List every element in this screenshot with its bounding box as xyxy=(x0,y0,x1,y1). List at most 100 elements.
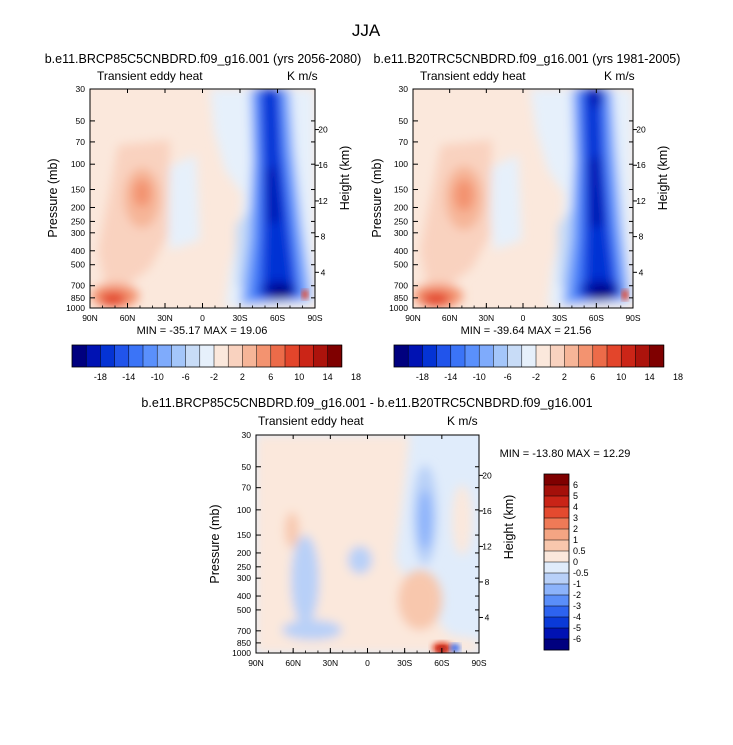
y-tick-label: 850 xyxy=(71,293,85,303)
colorbar-swatch xyxy=(86,345,101,367)
y-tick-label: 850 xyxy=(394,293,408,303)
colorbar-label: 10 xyxy=(294,372,304,382)
colorbar-swatch xyxy=(544,628,569,640)
colorbar-label: -10 xyxy=(473,372,486,382)
colorbar-swatch xyxy=(544,617,569,629)
x-tick-label: 0 xyxy=(521,313,526,323)
height-tick-label: 8 xyxy=(321,232,326,242)
colorbar-label: -6 xyxy=(573,634,581,644)
y-tick-label: 50 xyxy=(399,116,409,126)
x-tick-label: 90S xyxy=(625,313,640,323)
panel-2-ylabel-right: Height (km) xyxy=(656,146,670,211)
colorbar-swatch xyxy=(270,345,286,367)
x-tick-label: 30S xyxy=(397,658,412,668)
colorbar-swatch xyxy=(544,584,569,596)
colorbar-label: -0.5 xyxy=(573,568,589,578)
x-tick-label: 60N xyxy=(285,658,301,668)
colorbar-label: -6 xyxy=(182,372,190,382)
colorbar-swatch xyxy=(436,345,452,367)
figure-title: JJA xyxy=(352,21,381,40)
colorbar-label: 2 xyxy=(573,524,578,534)
colorbar-swatch xyxy=(621,345,636,367)
colorbar-swatch xyxy=(465,345,480,367)
colorbar-label: -10 xyxy=(151,372,164,382)
height-tick-label: 4 xyxy=(639,267,644,277)
colorbar-swatch xyxy=(185,345,201,367)
height-tick-label: 4 xyxy=(485,612,490,622)
panel-1-field xyxy=(90,89,315,308)
x-tick-label: 30S xyxy=(232,313,247,323)
y-tick-label: 70 xyxy=(242,483,252,493)
colorbar-swatch xyxy=(544,573,569,585)
y-tick-label: 250 xyxy=(71,216,85,226)
y-tick-label: 150 xyxy=(71,185,85,195)
y-tick-label: 400 xyxy=(394,246,408,256)
x-tick-label: 0 xyxy=(365,658,370,668)
y-tick-label: 100 xyxy=(71,159,85,169)
y-tick-label: 400 xyxy=(237,591,251,601)
height-tick-label: 8 xyxy=(485,577,490,587)
y-tick-label: 200 xyxy=(394,202,408,212)
colorbar-label: 0.5 xyxy=(573,546,586,556)
colorbar-swatch xyxy=(199,345,215,367)
x-tick-label: 60N xyxy=(442,313,458,323)
colorbar-label: 14 xyxy=(645,372,655,382)
colorbar-swatch xyxy=(592,345,608,367)
height-tick-label: 20 xyxy=(636,125,646,135)
height-tick-label: 4 xyxy=(321,267,326,277)
colorbar-swatch xyxy=(214,345,229,367)
panel-3-field xyxy=(256,435,479,653)
colorbar-swatch xyxy=(299,345,314,367)
y-tick-label: 50 xyxy=(76,116,86,126)
colorbar-swatch xyxy=(544,606,569,618)
x-tick-label: 30S xyxy=(552,313,567,323)
colorbar-swatch xyxy=(408,345,423,367)
x-tick-label: 30N xyxy=(479,313,495,323)
colorbar-label: 2 xyxy=(240,372,245,382)
x-tick-label: 90S xyxy=(307,313,322,323)
colorbar-label: -1 xyxy=(573,579,581,589)
y-tick-label: 500 xyxy=(237,605,251,615)
height-tick-label: 16 xyxy=(318,160,328,170)
colorbar-swatch xyxy=(544,639,569,651)
colorbar-swatch xyxy=(564,345,579,367)
colorbar-label: -2 xyxy=(210,372,218,382)
height-tick-label: 20 xyxy=(482,470,492,480)
panel-3-ylabel: Pressure (mb) xyxy=(208,504,222,583)
y-tick-label: 500 xyxy=(394,260,408,270)
colorbar-swatch xyxy=(544,529,569,541)
colorbar-swatch xyxy=(544,595,569,607)
colorbar-swatch xyxy=(100,345,115,367)
x-tick-label: 90S xyxy=(471,658,486,668)
colorbar-label: 6 xyxy=(573,480,578,490)
colorbar-label: -2 xyxy=(573,590,581,600)
panel-2-right-string: K m/s xyxy=(604,69,635,83)
y-tick-label: 100 xyxy=(394,159,408,169)
height-tick-label: 20 xyxy=(318,125,328,135)
colorbar-swatch xyxy=(649,345,665,367)
y-tick-label: 70 xyxy=(76,137,86,147)
height-tick-label: 12 xyxy=(636,196,646,206)
y-tick-label: 300 xyxy=(237,573,251,583)
y-tick-label: 400 xyxy=(71,246,85,256)
panel-1-colorbar: -18 -14 -10 -6 -2 2 6 10 14 18 xyxy=(71,344,361,382)
colorbar-swatch xyxy=(544,540,569,552)
y-tick-label: 30 xyxy=(242,430,252,440)
panel-1-title: b.e11.BRCP85C5CNBDRD.f09_g16.001 (yrs 20… xyxy=(45,52,362,66)
height-tick-label: 16 xyxy=(482,506,492,516)
colorbar-swatch xyxy=(479,345,494,367)
y-tick-label: 250 xyxy=(394,216,408,226)
colorbar-label: -5 xyxy=(573,623,581,633)
colorbar-label: 3 xyxy=(573,513,578,523)
colorbar-swatch xyxy=(544,474,569,486)
colorbar-swatch xyxy=(128,345,144,367)
panel-2: b.e11.B20TRC5CNBDRD.f09_g16.001 (yrs 198… xyxy=(370,52,683,382)
x-tick-label: 90N xyxy=(405,313,421,323)
colorbar-swatch xyxy=(228,345,243,367)
colorbar-label: 4 xyxy=(573,502,578,512)
y-tick-label: 1000 xyxy=(232,648,251,658)
colorbar-swatch xyxy=(143,345,158,367)
colorbar-label: -2 xyxy=(532,372,540,382)
